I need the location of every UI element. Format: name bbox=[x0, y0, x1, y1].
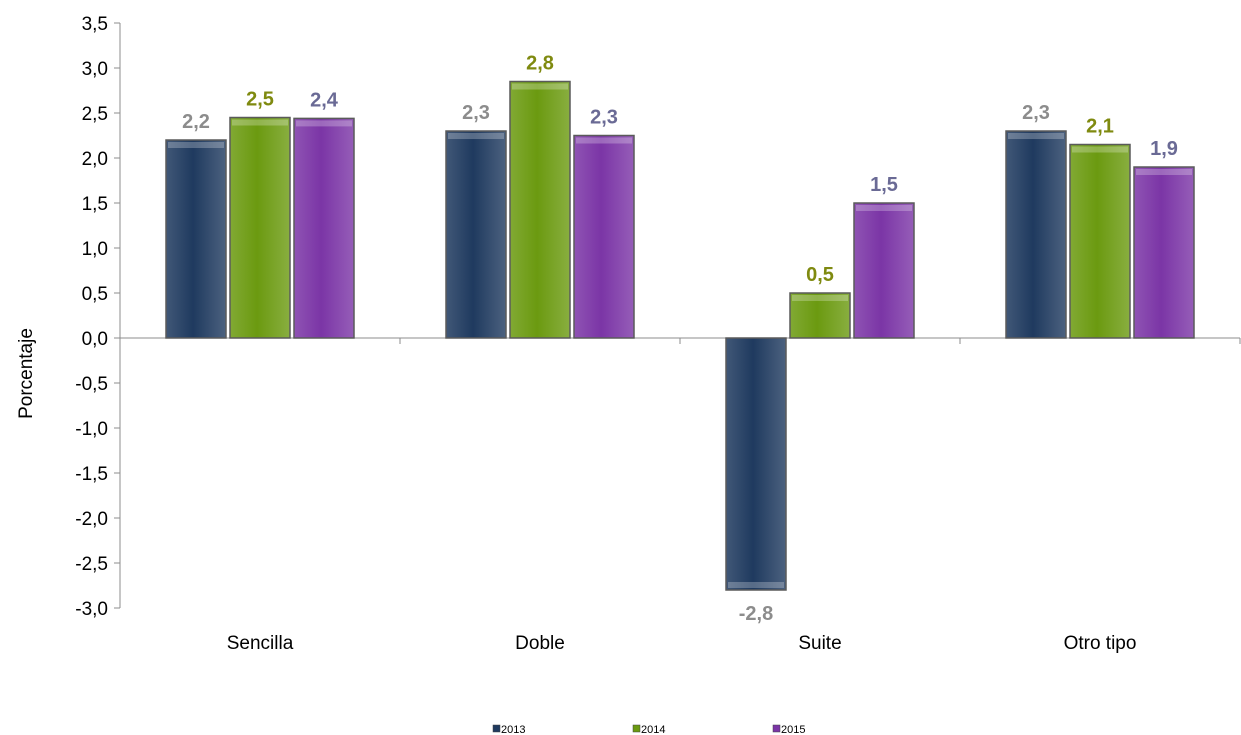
data-label: 2,2 bbox=[182, 111, 210, 133]
y-tick-label: 3,5 bbox=[82, 14, 108, 35]
y-tick-label: 3,0 bbox=[82, 59, 108, 80]
bar-highlight bbox=[728, 582, 784, 588]
bar-highlight bbox=[296, 120, 352, 127]
category-label: Suite bbox=[798, 633, 841, 654]
y-tick-label: 0,5 bbox=[82, 284, 108, 305]
bar-highlight bbox=[856, 205, 912, 211]
category-label: Doble bbox=[515, 633, 565, 654]
bar-highlight bbox=[1008, 133, 1064, 139]
legend: 2013 2014 2015 bbox=[492, 724, 805, 735]
bar-highlight bbox=[576, 137, 632, 144]
bar-2013-doble bbox=[445, 130, 507, 339]
bar-2013-otro-tipo bbox=[1005, 130, 1067, 339]
bars bbox=[165, 80, 1195, 591]
bar-2013-sencilla bbox=[165, 139, 227, 339]
bar-highlight bbox=[792, 295, 848, 301]
y-tick-label: -0,5 bbox=[75, 374, 108, 395]
y-tick-label: -3,0 bbox=[75, 599, 108, 620]
y-tick-label: -1,0 bbox=[75, 419, 108, 440]
y-tick-label: 1,0 bbox=[82, 239, 108, 260]
data-label: 2,1 bbox=[1086, 116, 1114, 138]
data-label: 1,9 bbox=[1150, 138, 1178, 160]
bar-highlight bbox=[448, 133, 504, 139]
y-tick-label: 0,0 bbox=[82, 329, 108, 350]
legend-label-2013: 2013 bbox=[501, 724, 525, 735]
data-label: 0,5 bbox=[806, 264, 834, 286]
legend-label-2015: 2015 bbox=[781, 724, 805, 735]
category-label: Otro tipo bbox=[1064, 633, 1137, 654]
bar-highlight bbox=[1072, 146, 1128, 153]
category-label: Sencilla bbox=[227, 633, 294, 654]
legend-swatch-2015 bbox=[772, 724, 781, 733]
bar-2013-suite bbox=[725, 337, 787, 591]
legend-label-2014: 2014 bbox=[641, 724, 665, 735]
y-tick-label: -1,5 bbox=[75, 464, 108, 485]
data-labels: 2,2 2,5 2,4 2,3 2,8 2,3 -2,8 0,5 1,5 2,3 2,1 1,9 bbox=[182, 53, 1178, 626]
data-label: 2,3 bbox=[462, 102, 490, 124]
y-tick-label: 1,5 bbox=[82, 194, 108, 215]
y-tick-label: 2,5 bbox=[82, 104, 108, 125]
data-label: 2,8 bbox=[526, 53, 554, 75]
data-label: 2,3 bbox=[590, 107, 618, 129]
legend-swatch-2013 bbox=[492, 724, 501, 733]
data-label: 2,5 bbox=[246, 89, 274, 111]
data-label: 1,5 bbox=[870, 174, 898, 196]
bar-2015-suite bbox=[853, 202, 915, 339]
bar-2015-doble bbox=[573, 134, 635, 339]
bar-2014-otro-tipo bbox=[1069, 143, 1131, 339]
bar-highlight bbox=[1136, 169, 1192, 175]
bar-highlight bbox=[168, 142, 224, 148]
legend-swatch-2014 bbox=[632, 724, 641, 733]
y-axis-title: Porcentaje bbox=[16, 328, 37, 419]
data-label: 2,3 bbox=[1022, 102, 1050, 124]
y-tick-label: 2,0 bbox=[82, 149, 108, 170]
y-tick-label: -2,5 bbox=[75, 554, 108, 575]
bar-highlight bbox=[512, 83, 568, 90]
bar-2014-suite bbox=[789, 292, 851, 339]
y-tick-label: -2,0 bbox=[75, 509, 108, 530]
bar-2014-sencilla bbox=[229, 116, 291, 339]
bar-highlight bbox=[232, 119, 288, 126]
data-label: 2,4 bbox=[310, 89, 339, 111]
data-label: -2,8 bbox=[739, 603, 773, 625]
bar-2015-sencilla bbox=[293, 117, 355, 339]
bar-2014-doble bbox=[509, 80, 571, 339]
bar-2015-otro-tipo bbox=[1133, 166, 1195, 339]
